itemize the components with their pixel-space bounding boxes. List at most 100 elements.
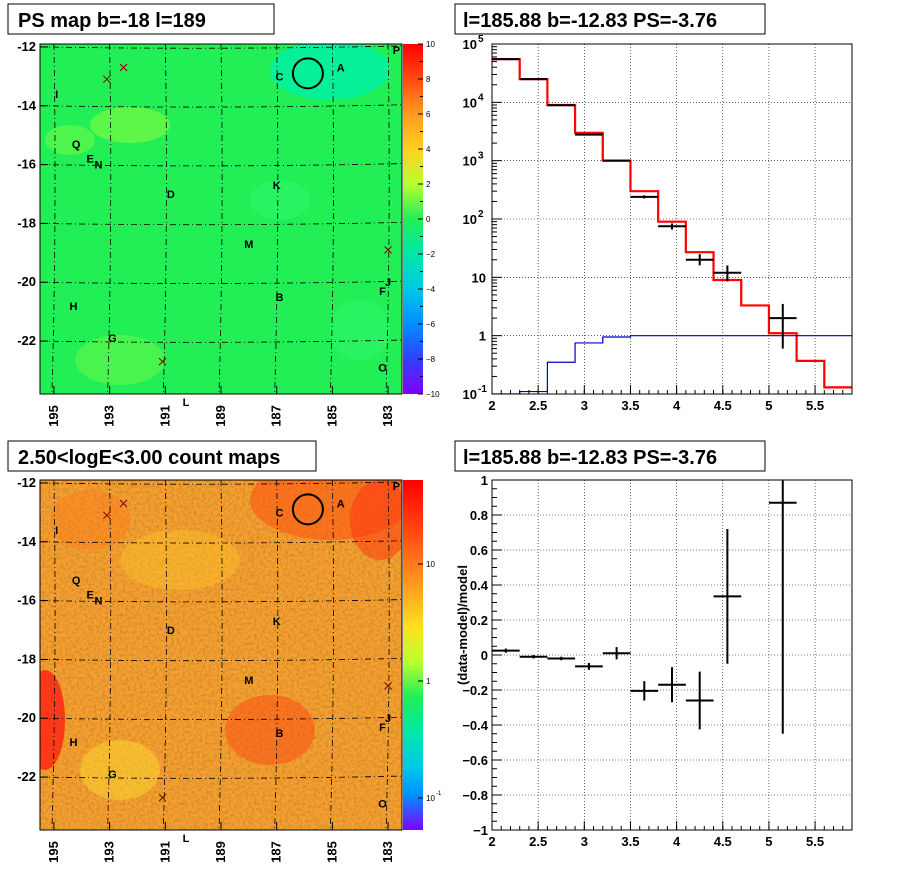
source-label: O bbox=[378, 799, 387, 811]
y-tick-label: 10 bbox=[463, 387, 477, 402]
source-label: G bbox=[108, 769, 117, 781]
grid-meridian bbox=[274, 43, 279, 395]
x-tick-label: 2.5 bbox=[529, 834, 547, 849]
source-label: P bbox=[393, 45, 400, 57]
source-label: Q bbox=[72, 139, 81, 151]
x-tick-label: 3 bbox=[581, 834, 588, 849]
ps-cbar-tick-label: −6 bbox=[426, 320, 436, 329]
grid-meridian bbox=[329, 479, 334, 831]
count-map-title: 2.50<logE<3.00 count maps bbox=[18, 447, 280, 469]
x-tick-label: 2 bbox=[488, 398, 495, 413]
ps-cbar-tick-label: 8 bbox=[426, 75, 431, 84]
x-tick-label: 193 bbox=[102, 841, 117, 863]
y-tick-label: -16 bbox=[17, 593, 36, 608]
source-label: M bbox=[244, 675, 253, 687]
source-label: E bbox=[86, 590, 93, 602]
grid-parallel bbox=[39, 280, 403, 284]
y-tick-exponent: 4 bbox=[478, 92, 484, 103]
grid-parallel bbox=[39, 222, 403, 226]
ps-cbar-tick-label: 2 bbox=[426, 180, 431, 189]
ps-map-title: PS map b=-18 l=189 bbox=[18, 10, 206, 32]
y-tick-label: -18 bbox=[17, 651, 36, 666]
y-tick-label: -12 bbox=[17, 475, 36, 490]
ps-cbar-tick-label: 0 bbox=[426, 215, 431, 224]
grid-meridian bbox=[385, 479, 390, 831]
source-label: J bbox=[385, 277, 391, 289]
y-tick-label: 0.6 bbox=[470, 543, 488, 558]
y-tick-label: 10 bbox=[463, 212, 477, 227]
source-label: O bbox=[378, 363, 387, 375]
ps-map-texture bbox=[45, 44, 390, 385]
source-cross bbox=[158, 357, 167, 366]
ps-cbar-tick-label: −10 bbox=[426, 390, 440, 399]
x-tick-label: 5.5 bbox=[806, 398, 824, 413]
ps-map-grid bbox=[39, 43, 403, 395]
source-label: A bbox=[337, 499, 345, 511]
source-label: M bbox=[244, 239, 253, 251]
y-tick-label: 0 bbox=[481, 648, 488, 663]
source-label: K bbox=[273, 180, 281, 192]
grid-meridian bbox=[51, 479, 56, 831]
spectrum-title: l=185.88 b=-12.83 PS=-3.76 bbox=[463, 10, 717, 32]
x-tick-label: 195 bbox=[46, 405, 61, 427]
y-tick-label: -20 bbox=[17, 274, 36, 289]
residual-axes: 2 2.5 3 3.5 4 4.5 5 5.5 −1 −0.8 −0.6 −0.4 −0.2 0 0.2 0.… bbox=[462, 473, 853, 849]
residual-panel: 2 2.5 3 3.5 4 4.5 5 5.5 −1 −0.8 −0.6 −0.4 −0.2 0 0.2 0.… bbox=[455, 473, 853, 849]
x-tick-label: 183 bbox=[380, 841, 395, 863]
x-axis-label: L bbox=[183, 833, 190, 845]
count-cbar-tick-1: 1 bbox=[426, 677, 431, 686]
count-map-grid bbox=[39, 479, 403, 831]
x-tick-label: 189 bbox=[213, 405, 228, 427]
source-cross bbox=[102, 511, 111, 520]
count-cbar-tick-exp: -1 bbox=[436, 791, 442, 797]
grid-meridian bbox=[107, 479, 112, 831]
source-cross bbox=[102, 75, 111, 84]
x-tick-label: 195 bbox=[46, 841, 61, 863]
y-tick-label: -16 bbox=[17, 157, 36, 172]
x-tick-label: 5.5 bbox=[806, 834, 824, 849]
ps-colorbar bbox=[403, 44, 423, 394]
source-cross bbox=[158, 793, 167, 802]
x-tick-label: 3.5 bbox=[621, 398, 639, 413]
ps-cbar-tick-label: −2 bbox=[426, 250, 436, 259]
count-map-sources: A B C D E F G H I J K M N O P Q bbox=[55, 481, 400, 811]
source-label: A bbox=[337, 63, 345, 75]
grid-meridian bbox=[329, 43, 334, 395]
source-label: D bbox=[167, 189, 175, 201]
ps-map-sources: A B C D E F G H I J K M N O P Q bbox=[55, 45, 400, 375]
count-cbar-tick-0p1: 10 bbox=[426, 794, 435, 803]
grid-meridian bbox=[385, 43, 390, 395]
count-colorbar bbox=[403, 480, 423, 830]
x-tick-label: 187 bbox=[269, 405, 284, 427]
count-cbar-tick-10: 10 bbox=[426, 560, 435, 569]
source-label: P bbox=[393, 481, 400, 493]
x-tick-label: 3 bbox=[581, 398, 588, 413]
source-cross bbox=[119, 499, 128, 508]
x-axis-label: L bbox=[183, 397, 190, 409]
y-tick-label: -20 bbox=[17, 710, 36, 725]
y-tick-exponent: 2 bbox=[478, 209, 484, 220]
grid-parallel bbox=[39, 540, 403, 544]
source-cross bbox=[384, 246, 392, 254]
y-tick-label: 10 bbox=[463, 95, 477, 110]
y-tick-label: -22 bbox=[17, 333, 36, 348]
grid-meridian bbox=[218, 43, 223, 395]
x-tick-label: 2 bbox=[488, 834, 495, 849]
ps-cbar-tick-label: −4 bbox=[426, 285, 436, 294]
source-label: I bbox=[55, 89, 58, 101]
spectrum-plot bbox=[492, 58, 852, 394]
grid-parallel bbox=[39, 716, 403, 720]
x-tick-label: 191 bbox=[157, 405, 172, 427]
x-tick-label: 3.5 bbox=[621, 834, 639, 849]
x-tick-label: 189 bbox=[213, 841, 228, 863]
y-tick-label: -14 bbox=[17, 98, 37, 113]
count-colorbar-ticks: 10 1 10 -1 bbox=[418, 560, 442, 803]
y-tick-label: 1 bbox=[479, 329, 486, 344]
x-tick-label: 4 bbox=[673, 398, 681, 413]
y-tick-label: −0.8 bbox=[462, 788, 488, 803]
x-tick-label: 4 bbox=[673, 834, 681, 849]
x-tick-label: 183 bbox=[380, 405, 395, 427]
ps-map-axes: 195 193 191 189 187 185 183 -12 -14 -16 -18 -20 -22 L bbox=[17, 39, 395, 427]
